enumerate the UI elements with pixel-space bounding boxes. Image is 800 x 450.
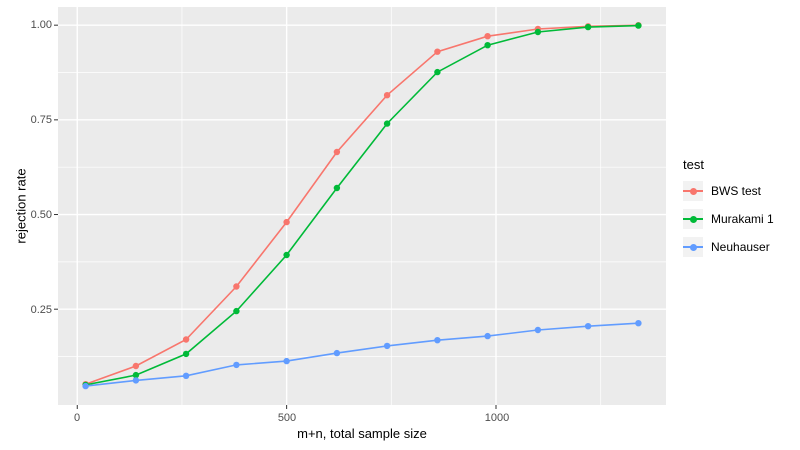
panel-background [58, 7, 666, 405]
legend-point-glyph [690, 244, 697, 251]
legend-title: test [683, 157, 704, 172]
legend: test BWS test Murakami 1 Neuhauser [683, 157, 774, 265]
series-1 [82, 22, 642, 389]
y-tick-label: 0.75 [30, 114, 52, 126]
series-line [85, 24, 639, 385]
legend-key-swatch [683, 181, 703, 201]
data-point [283, 251, 290, 259]
series-2 [82, 320, 642, 390]
data-point [233, 307, 240, 315]
legend-entry: Neuhauser [683, 237, 774, 257]
axis-tick-marks [54, 24, 497, 409]
x-tick-label: 500 [277, 412, 297, 424]
legend-entry-label: BWS test [711, 184, 762, 198]
series-line [85, 24, 639, 386]
y-tick-label: 1.00 [30, 19, 52, 31]
data-point [484, 332, 491, 340]
data-point [333, 148, 341, 156]
data-point [484, 42, 491, 49]
data-point [635, 320, 642, 327]
data-point [484, 33, 491, 40]
data-point [132, 362, 140, 370]
data-point [383, 342, 391, 350]
data-point [182, 350, 190, 358]
data-point [534, 326, 542, 334]
data-point [333, 349, 341, 357]
data-point [434, 337, 441, 344]
data-point [233, 361, 240, 369]
data-point [182, 372, 190, 379]
data-point [635, 22, 642, 29]
legend-entry-label: Murakami 1 [711, 212, 774, 226]
gridlines-major [58, 7, 666, 405]
data-point [383, 92, 391, 99]
legend-key-swatch [683, 237, 703, 257]
gridlines-minor [58, 7, 666, 405]
data-point [82, 382, 89, 390]
legend-point-glyph [690, 188, 697, 195]
data-point [534, 28, 542, 36]
data-point [182, 336, 190, 343]
legend-entry-label: Neuhauser [711, 240, 770, 254]
data-point [132, 377, 140, 384]
data-point [584, 23, 592, 31]
y-axis-title: rejection rate [13, 168, 29, 244]
x-tick-label: 1000 [484, 412, 510, 424]
y-tick-label: 0.50 [30, 209, 52, 221]
y-tick-label: 0.25 [30, 304, 52, 316]
data-point [132, 371, 140, 379]
legend-key-swatch [683, 209, 703, 229]
data-point [434, 68, 441, 76]
data-point [283, 357, 290, 365]
data-point [383, 120, 391, 127]
data-point [233, 283, 240, 290]
legend-entry: BWS test [683, 181, 774, 201]
data-point [283, 218, 290, 226]
data-point [333, 184, 341, 192]
legend-entry: Murakami 1 [683, 209, 774, 229]
series-line [85, 322, 639, 387]
data-point [434, 48, 441, 55]
x-axis-title: m+n, total sample size [297, 426, 427, 441]
data-point [584, 323, 592, 330]
legend-point-glyph [690, 216, 697, 223]
x-tick-label: 0 [73, 412, 81, 424]
